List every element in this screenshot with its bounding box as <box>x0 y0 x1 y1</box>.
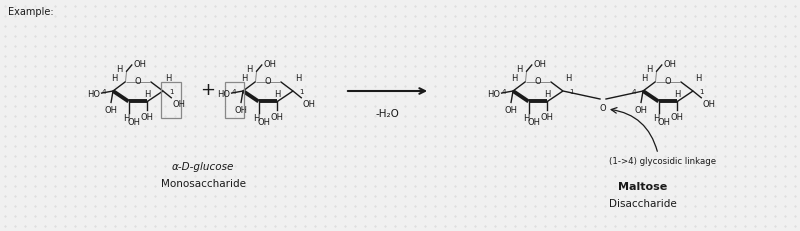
Text: H: H <box>123 114 130 123</box>
Text: H: H <box>654 114 660 123</box>
Text: OH: OH <box>534 60 546 69</box>
Bar <box>161 82 181 119</box>
Text: H: H <box>254 114 260 123</box>
Text: OH: OH <box>271 113 284 122</box>
Text: OH: OH <box>657 118 670 126</box>
Text: HO: HO <box>487 89 501 98</box>
Text: OH: OH <box>303 99 316 108</box>
Text: H: H <box>565 73 571 82</box>
Text: Example:: Example: <box>8 7 54 17</box>
Text: O: O <box>134 77 142 86</box>
Text: O: O <box>534 77 542 86</box>
Text: 1: 1 <box>699 89 703 94</box>
Text: Maltose: Maltose <box>618 181 668 191</box>
Text: HO: HO <box>218 89 230 98</box>
Text: OH: OH <box>671 113 684 122</box>
Text: O: O <box>600 103 606 112</box>
Text: OH: OH <box>105 105 118 114</box>
Text: OH: OH <box>127 118 140 126</box>
Text: 1: 1 <box>169 89 174 94</box>
Text: OH: OH <box>173 99 186 108</box>
Text: O: O <box>665 77 671 86</box>
Text: H: H <box>674 89 681 98</box>
Text: OH: OH <box>664 60 677 69</box>
Text: 1: 1 <box>299 89 303 94</box>
Text: 4: 4 <box>502 89 506 94</box>
Text: H: H <box>116 64 122 73</box>
Text: α-D-glucose: α-D-glucose <box>172 161 234 171</box>
Text: H: H <box>274 89 281 98</box>
Text: OH: OH <box>703 99 716 108</box>
Text: OH: OH <box>234 105 247 114</box>
Text: Monosaccharide: Monosaccharide <box>161 178 246 188</box>
Text: Disaccharide: Disaccharide <box>609 198 677 208</box>
Bar <box>225 82 244 119</box>
Text: OH: OH <box>541 113 554 122</box>
Text: HO: HO <box>87 89 101 98</box>
Text: H: H <box>246 64 253 73</box>
Text: OH: OH <box>264 60 277 69</box>
Text: H: H <box>144 89 150 98</box>
Text: H: H <box>295 73 302 82</box>
Text: H: H <box>544 89 550 98</box>
Text: 4: 4 <box>102 89 106 94</box>
Text: H: H <box>241 73 247 82</box>
Text: +: + <box>201 81 215 99</box>
Text: 4: 4 <box>231 89 236 94</box>
Text: O: O <box>265 77 271 86</box>
Text: OH: OH <box>257 118 270 126</box>
Text: H: H <box>646 64 653 73</box>
Text: -H₂O: -H₂O <box>375 109 399 119</box>
Text: (1->4) glycosidic linkage: (1->4) glycosidic linkage <box>610 156 717 165</box>
Text: 1: 1 <box>569 89 574 94</box>
Text: OH: OH <box>527 118 540 126</box>
Text: H: H <box>516 64 522 73</box>
Text: H: H <box>165 73 171 82</box>
Text: OH: OH <box>134 60 146 69</box>
Text: OH: OH <box>141 113 154 122</box>
Text: OH: OH <box>505 105 518 114</box>
Text: H: H <box>511 73 518 82</box>
Text: H: H <box>695 73 702 82</box>
Text: H: H <box>641 73 647 82</box>
Text: 4: 4 <box>631 89 636 94</box>
Text: H: H <box>523 114 530 123</box>
Text: OH: OH <box>634 105 647 114</box>
Text: H: H <box>111 73 118 82</box>
